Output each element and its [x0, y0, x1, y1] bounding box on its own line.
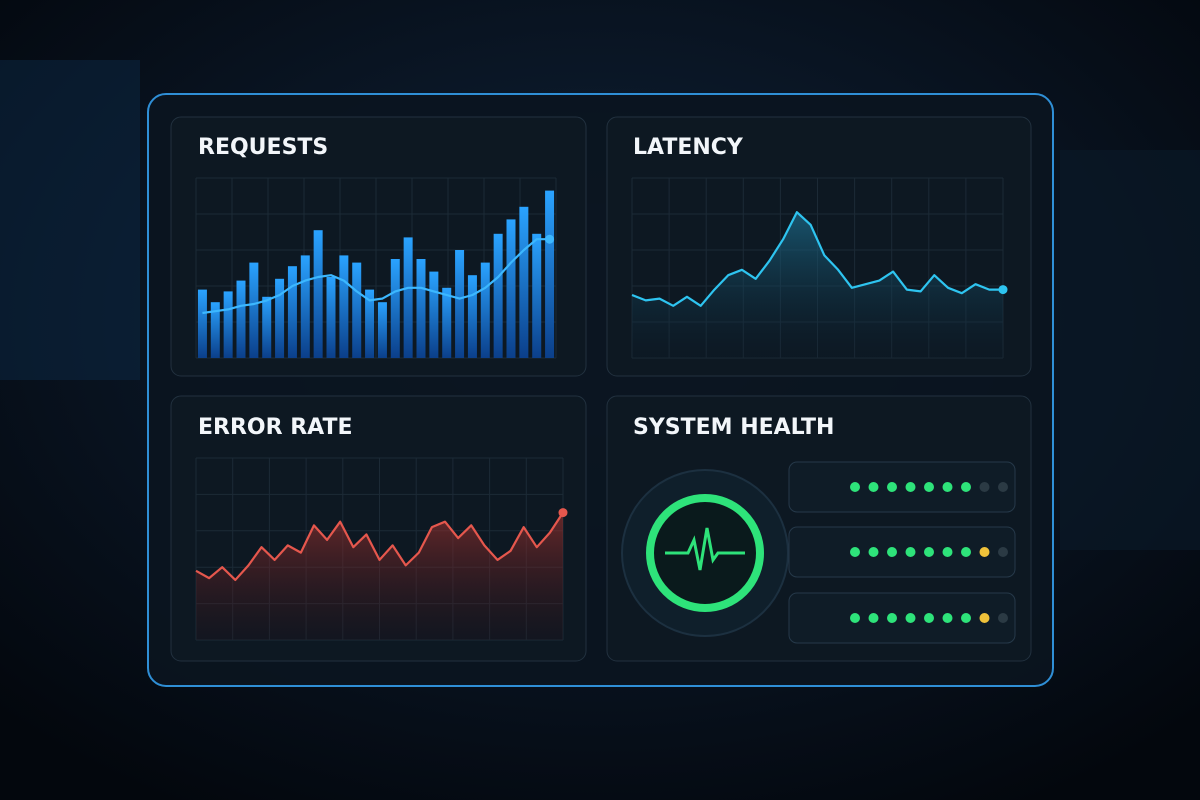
status-dot	[942, 613, 953, 623]
bar	[480, 262, 490, 358]
end-point	[558, 508, 568, 518]
status-dot	[979, 547, 990, 557]
bar	[352, 262, 362, 358]
line	[195, 511, 564, 582]
area	[632, 212, 1003, 358]
bg-rack	[1060, 150, 1200, 550]
pulse-icon	[665, 527, 745, 571]
status-dot	[887, 613, 897, 623]
panel-title: REQUESTS	[198, 135, 328, 160]
bar	[390, 259, 400, 358]
status-dot	[942, 482, 953, 492]
status-dot	[961, 613, 971, 623]
bar	[300, 255, 310, 358]
status-dot	[998, 482, 1008, 492]
status-dot	[905, 547, 916, 557]
bar	[210, 302, 220, 358]
status-dot	[924, 547, 934, 557]
bg-map	[0, 60, 140, 380]
status-dot	[868, 613, 879, 623]
panel-title: SYSTEM HEALTH	[633, 415, 834, 440]
end-point	[545, 234, 555, 244]
status-dot	[905, 613, 916, 623]
bar	[545, 190, 555, 358]
bar	[262, 296, 272, 358]
end-point	[998, 285, 1008, 295]
status-dot	[998, 547, 1008, 557]
status-dot	[887, 547, 897, 557]
bar	[197, 289, 207, 358]
status-dot	[998, 613, 1008, 623]
bar	[506, 219, 516, 358]
status-dot	[905, 482, 916, 492]
status-dot	[924, 482, 934, 492]
line	[631, 211, 1003, 307]
status-dot	[887, 482, 897, 492]
status-dot	[961, 547, 971, 557]
bar	[467, 275, 477, 358]
status-dot	[850, 482, 860, 492]
panel-title: LATENCY	[633, 135, 744, 160]
status-dot	[868, 547, 879, 557]
bar	[313, 230, 323, 358]
health-ring	[646, 494, 764, 612]
status-row	[788, 592, 1016, 644]
bar	[326, 277, 336, 358]
bar	[429, 271, 439, 358]
panel-title: ERROR RATE	[198, 415, 353, 440]
status-row	[788, 461, 1016, 513]
bar	[532, 233, 542, 358]
area	[196, 512, 563, 640]
bar	[249, 262, 259, 358]
bar	[519, 206, 529, 358]
line	[202, 238, 550, 315]
status-dot	[924, 613, 934, 623]
bar	[493, 233, 503, 358]
bar	[455, 250, 465, 358]
bar	[416, 259, 426, 358]
bar	[403, 237, 413, 358]
bar	[339, 255, 349, 358]
bar	[287, 266, 297, 358]
status-dot	[961, 482, 971, 492]
status-dot	[979, 613, 990, 623]
status-dot	[850, 613, 860, 623]
bar	[275, 278, 285, 358]
bar	[377, 302, 387, 358]
status-dot	[868, 482, 879, 492]
status-dot	[979, 482, 990, 492]
status-dot	[942, 547, 953, 557]
status-row	[788, 526, 1016, 578]
bar	[365, 289, 375, 358]
bar	[236, 280, 246, 358]
bar	[223, 291, 233, 358]
status-dot	[850, 547, 860, 557]
bar	[442, 287, 452, 358]
